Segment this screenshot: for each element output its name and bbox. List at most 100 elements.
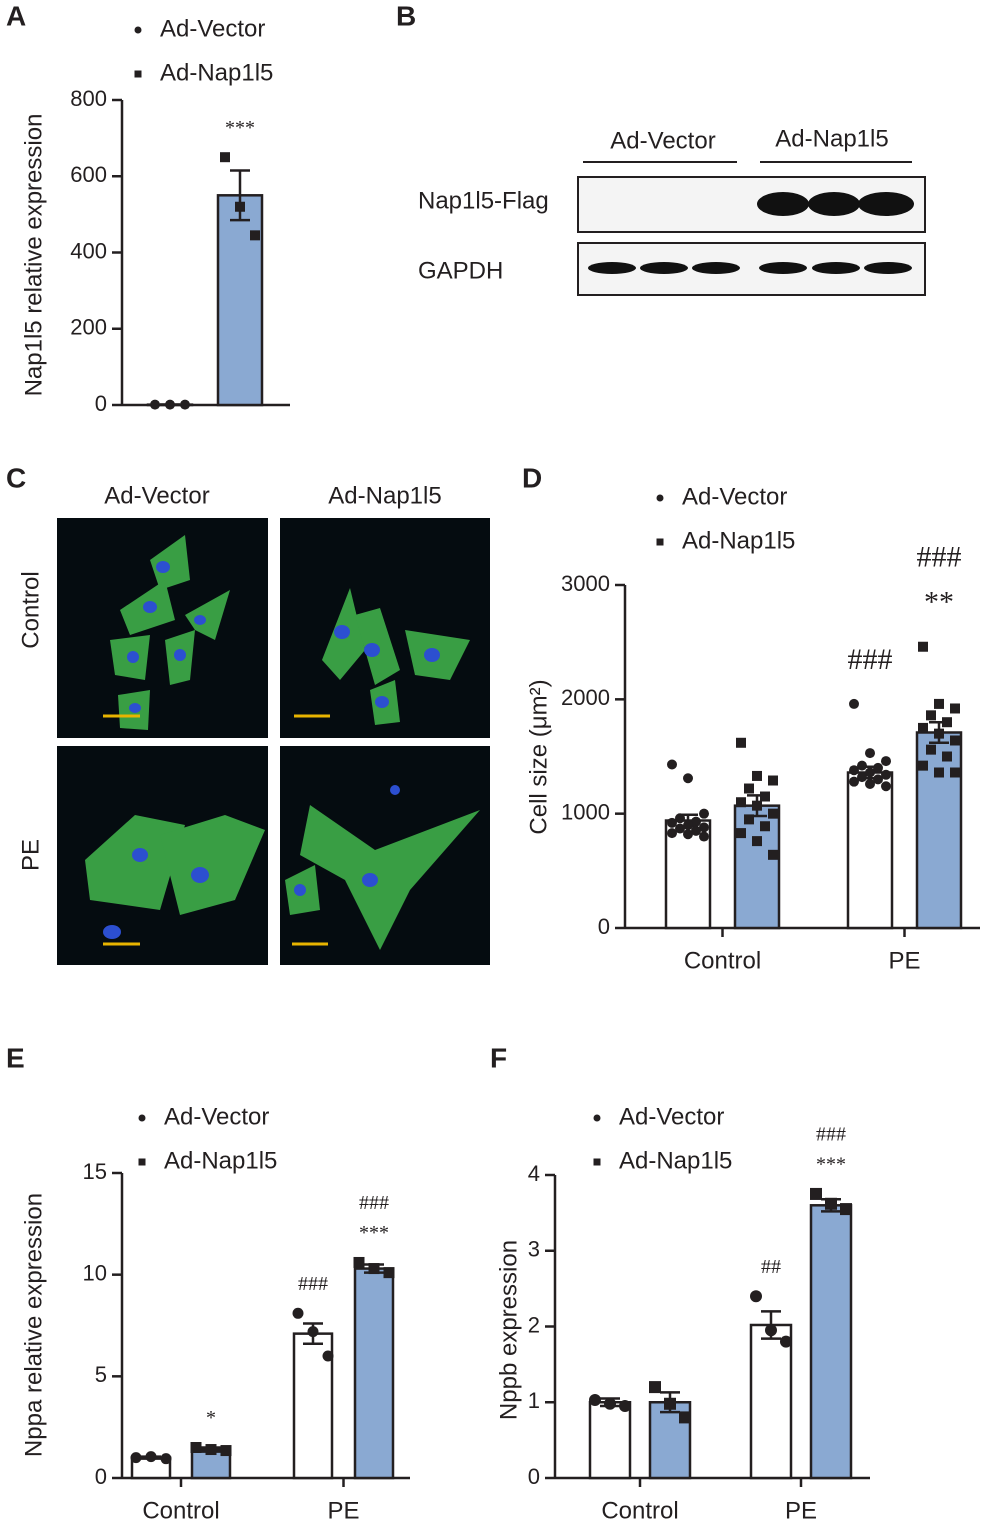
data-point xyxy=(752,800,762,811)
legend-label: Ad-Nap1l5 xyxy=(682,527,795,554)
y-axis-label: Nppb expression xyxy=(495,1240,522,1420)
data-point xyxy=(950,703,960,714)
data-point xyxy=(165,399,175,410)
data-point xyxy=(691,825,701,836)
data-point xyxy=(220,1445,232,1457)
bar-chart: A Nap1l5 relative expression 0 200 400 600 800… xyxy=(6,0,290,416)
y-tick-label: 10 xyxy=(83,1260,107,1285)
y-tick-label: 2 xyxy=(528,1312,540,1337)
data-point xyxy=(683,829,693,840)
annotation: * xyxy=(206,1407,216,1429)
data-point xyxy=(865,778,875,789)
y-tick-label: 15 xyxy=(83,1159,107,1184)
data-point xyxy=(589,1393,601,1406)
data-point xyxy=(604,1397,616,1410)
data-point xyxy=(942,751,952,762)
legend-marker xyxy=(593,1158,601,1166)
x-tick-label: PE xyxy=(327,1497,359,1524)
x-tick-label: Control xyxy=(142,1497,219,1524)
annotation: ### xyxy=(917,541,962,574)
data-point xyxy=(180,399,190,410)
data-point xyxy=(768,808,778,819)
data-point xyxy=(780,1335,792,1348)
y-tick-label: 400 xyxy=(70,238,107,263)
data-point xyxy=(768,849,778,860)
data-point xyxy=(918,641,928,652)
legend-marker xyxy=(593,1114,601,1122)
data-point xyxy=(744,814,754,825)
row-label: PE xyxy=(17,839,44,871)
y-tick-label: 2000 xyxy=(561,685,610,710)
data-point xyxy=(865,767,875,778)
blot-row: GAPDH xyxy=(418,257,503,284)
bar xyxy=(846,771,894,930)
data-point xyxy=(857,772,867,783)
blot-group: Ad-Vector xyxy=(610,127,715,154)
bar xyxy=(353,1267,395,1480)
data-point xyxy=(810,1187,822,1200)
y-tick-label: 800 xyxy=(70,86,107,111)
data-point xyxy=(825,1197,837,1210)
data-point xyxy=(683,773,693,784)
bar-chart: D Cell size (μm²) 0 1000 2000 3000 Control PE Ad… xyxy=(522,462,980,974)
y-tick-label: 1000 xyxy=(561,799,610,824)
bar xyxy=(809,1204,853,1480)
data-point xyxy=(160,1453,172,1465)
data-point xyxy=(667,817,677,828)
data-point xyxy=(881,781,891,792)
bar xyxy=(588,1401,632,1480)
y-tick-label: 200 xyxy=(70,315,107,340)
data-point xyxy=(205,1444,217,1456)
column-label: Ad-Vector xyxy=(104,482,209,509)
y-axis-label: Nap1l5 relative expression xyxy=(20,114,47,397)
annotation: ** xyxy=(924,586,954,619)
data-point xyxy=(765,1324,777,1337)
annotation: ## xyxy=(761,1256,781,1278)
annotation: ### xyxy=(298,1273,328,1295)
data-point xyxy=(675,813,685,824)
data-point xyxy=(250,230,260,241)
data-point xyxy=(220,152,230,163)
data-point xyxy=(750,1290,762,1303)
data-point xyxy=(699,831,709,842)
blot-bands xyxy=(588,192,914,274)
data-point xyxy=(353,1256,365,1268)
data-point xyxy=(873,762,883,773)
y-tick-label: 0 xyxy=(95,391,107,416)
data-point xyxy=(849,698,859,709)
row-label: Control xyxy=(17,571,44,648)
data-point xyxy=(865,748,875,759)
data-point xyxy=(649,1381,661,1394)
panel-label: D xyxy=(522,462,542,493)
data-point xyxy=(667,828,677,839)
data-point xyxy=(873,774,883,785)
data-point xyxy=(752,770,762,781)
panel-label: C xyxy=(6,462,26,493)
data-point xyxy=(918,722,928,733)
data-point xyxy=(292,1307,304,1319)
x-tick-label: Control xyxy=(684,947,761,974)
data-point xyxy=(926,710,936,721)
bar xyxy=(216,194,264,407)
data-point xyxy=(736,737,746,748)
data-point xyxy=(150,399,160,410)
data-point xyxy=(130,1452,142,1464)
bar xyxy=(749,1323,793,1480)
annotation: ### xyxy=(816,1124,846,1146)
bar xyxy=(733,804,781,930)
y-axis-label: Nppa relative expression xyxy=(20,1193,47,1457)
legend-marker xyxy=(134,26,142,34)
legend-marker xyxy=(656,494,664,502)
data-point xyxy=(667,759,677,770)
legend-label: Ad-Nap1l5 xyxy=(164,1147,277,1174)
legend-marker xyxy=(134,70,142,78)
data-point xyxy=(691,816,701,827)
data-point xyxy=(190,1442,202,1453)
data-point xyxy=(918,760,928,771)
data-point xyxy=(322,1350,334,1362)
data-point xyxy=(950,767,960,778)
legend-marker xyxy=(138,1158,146,1166)
data-point xyxy=(683,820,693,831)
annotation: *** xyxy=(225,117,255,139)
